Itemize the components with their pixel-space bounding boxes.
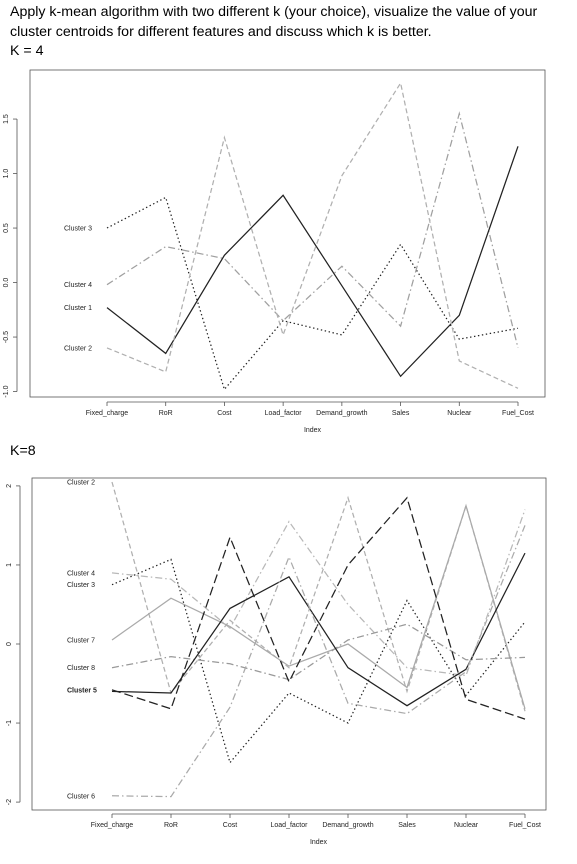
instruction-line-1: Apply k-mean algorithm with two differen… xyxy=(10,4,538,20)
series-cluster-3: Cluster 3 xyxy=(64,196,519,391)
y-tick-label: 0.5 xyxy=(3,223,10,233)
x-tick-label: Cost xyxy=(217,410,231,417)
y-tick-label: 0 xyxy=(6,642,13,646)
series-label: Cluster 2 xyxy=(64,345,92,352)
x-axis: Fixed_charge RoR Cost Load_factor Demand_gro… xyxy=(91,813,541,829)
x-tick-label: Load_factor xyxy=(271,822,309,829)
plot-frame xyxy=(31,477,547,811)
series-cluster-1: Cluster 1 xyxy=(64,146,519,378)
series-label: Cluster 7 xyxy=(67,638,95,645)
y-axis: -2 -1 0 1 2 xyxy=(6,484,21,805)
x-axis-title: Index xyxy=(310,839,328,846)
instruction-line-2: cluster centroids for different features… xyxy=(10,24,432,40)
x-tick-label: Nuclear xyxy=(447,410,472,417)
series-cluster-2: Cluster 2 xyxy=(67,479,526,712)
y-tick-label: 1.0 xyxy=(3,169,10,179)
x-axis-title: Index xyxy=(304,427,322,434)
y-tick-label: -0.5 xyxy=(3,331,10,343)
series-label: Cluster 8 xyxy=(67,665,95,672)
x-tick-label: Fixed_charge xyxy=(91,822,134,829)
series-label: Cluster 4 xyxy=(67,570,95,577)
x-tick-label: Fuel_Cost xyxy=(502,410,534,417)
x-tick-label: RoR xyxy=(159,410,173,417)
x-tick-label: Nuclear xyxy=(454,822,479,829)
x-tick-label: Sales xyxy=(392,410,410,417)
series-cluster-4: Cluster 4 xyxy=(64,111,519,349)
y-tick-label: 1.5 xyxy=(3,114,10,124)
k8-label: K=8 xyxy=(10,443,36,459)
series-line xyxy=(111,496,526,720)
series-line xyxy=(111,509,526,677)
series-line xyxy=(106,81,519,389)
plot-frame xyxy=(29,69,546,398)
series-label: Cluster 3 xyxy=(67,582,95,589)
x-tick-label: Load_factor xyxy=(265,410,303,417)
series-cluster-7: Cluster 7 xyxy=(67,503,526,709)
series-cluster-5: Cluster 5 xyxy=(67,496,526,720)
y-axis: -1.0 -0.5 0.0 0.5 1.0 1.5 xyxy=(3,114,18,398)
series-line xyxy=(111,558,526,764)
series-label: Cluster 6 xyxy=(67,793,95,800)
series-label: Cluster 3 xyxy=(64,226,92,233)
x-tick-label: Demand_growth xyxy=(322,822,373,829)
series-unlabeled-6 xyxy=(111,552,526,707)
x-tick-label: Fuel_Cost xyxy=(509,822,541,829)
series-line xyxy=(106,111,519,349)
k4-cluster-centroid-chart: -1.0 -0.5 0.0 0.5 1.0 1.5 Fixed_charge RoR Cost L… xyxy=(3,69,546,434)
series-line xyxy=(111,525,526,798)
series-label: Cluster 5 xyxy=(67,687,97,694)
series-line xyxy=(106,146,519,378)
assignment-text: Apply k-mean algorithm with two differen… xyxy=(10,2,570,42)
k8-cluster-centroid-chart: -2 -1 0 1 2 Fixed_charge RoR Cost Load_factor Dem… xyxy=(6,477,547,846)
series-cluster-4: Cluster 4 xyxy=(67,509,526,677)
y-tick-label: -1 xyxy=(6,720,13,726)
y-tick-label: -2 xyxy=(6,799,13,805)
series-label: Cluster 2 xyxy=(67,479,95,486)
series-label: Cluster 4 xyxy=(64,282,92,289)
y-tick-label: 0.0 xyxy=(3,278,10,288)
x-tick-label: Demand_growth xyxy=(316,410,367,417)
series-cluster-2: Cluster 2 xyxy=(64,81,519,389)
y-tick-label: -1.0 xyxy=(3,385,10,397)
y-tick-label: 1 xyxy=(6,563,13,567)
series-line xyxy=(111,552,526,707)
x-tick-label: Fixed_charge xyxy=(86,410,129,417)
series-line xyxy=(111,503,526,709)
x-axis: Fixed_charge RoR Cost Load_factor Demand_gro… xyxy=(86,401,534,417)
x-tick-label: Cost xyxy=(223,822,237,829)
series-label: Cluster 1 xyxy=(64,305,92,312)
series-cluster-8: Cluster 8 xyxy=(67,623,526,681)
x-tick-label: Sales xyxy=(398,822,416,829)
x-tick-label: RoR xyxy=(164,822,178,829)
y-tick-label: 2 xyxy=(6,484,13,488)
series-cluster-3: Cluster 3 xyxy=(67,558,526,764)
k4-label: K = 4 xyxy=(10,43,44,59)
series-cluster-6: Cluster 6 xyxy=(67,525,526,800)
